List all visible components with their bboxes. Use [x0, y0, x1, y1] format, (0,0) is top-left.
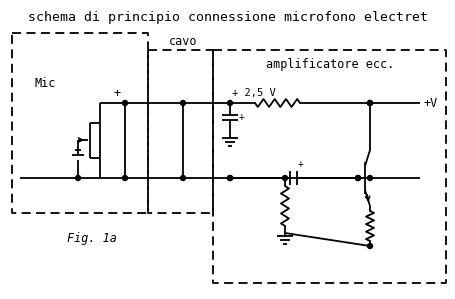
Circle shape [367, 100, 372, 106]
Circle shape [367, 243, 372, 248]
Circle shape [355, 176, 360, 181]
Text: +V: +V [423, 97, 437, 109]
Circle shape [76, 176, 81, 181]
Text: + 2,5 V: + 2,5 V [232, 88, 275, 98]
Circle shape [355, 176, 360, 181]
Circle shape [180, 176, 185, 181]
Circle shape [367, 100, 372, 106]
Text: Mic: Mic [35, 77, 56, 90]
Circle shape [227, 176, 232, 181]
Text: +: + [238, 112, 244, 122]
Text: +: + [298, 159, 303, 169]
Text: schema di principio connessione microfono electret: schema di principio connessione microfon… [28, 11, 427, 24]
Text: cavo: cavo [168, 35, 197, 48]
Text: Fig. 1a: Fig. 1a [67, 232, 116, 245]
Circle shape [227, 176, 232, 181]
Circle shape [227, 100, 232, 106]
Circle shape [180, 100, 185, 106]
Circle shape [122, 176, 127, 181]
Text: +: + [113, 87, 120, 100]
Circle shape [367, 176, 372, 181]
Circle shape [122, 100, 127, 106]
Text: amplificatore ecc.: amplificatore ecc. [265, 58, 393, 71]
Circle shape [282, 176, 287, 181]
